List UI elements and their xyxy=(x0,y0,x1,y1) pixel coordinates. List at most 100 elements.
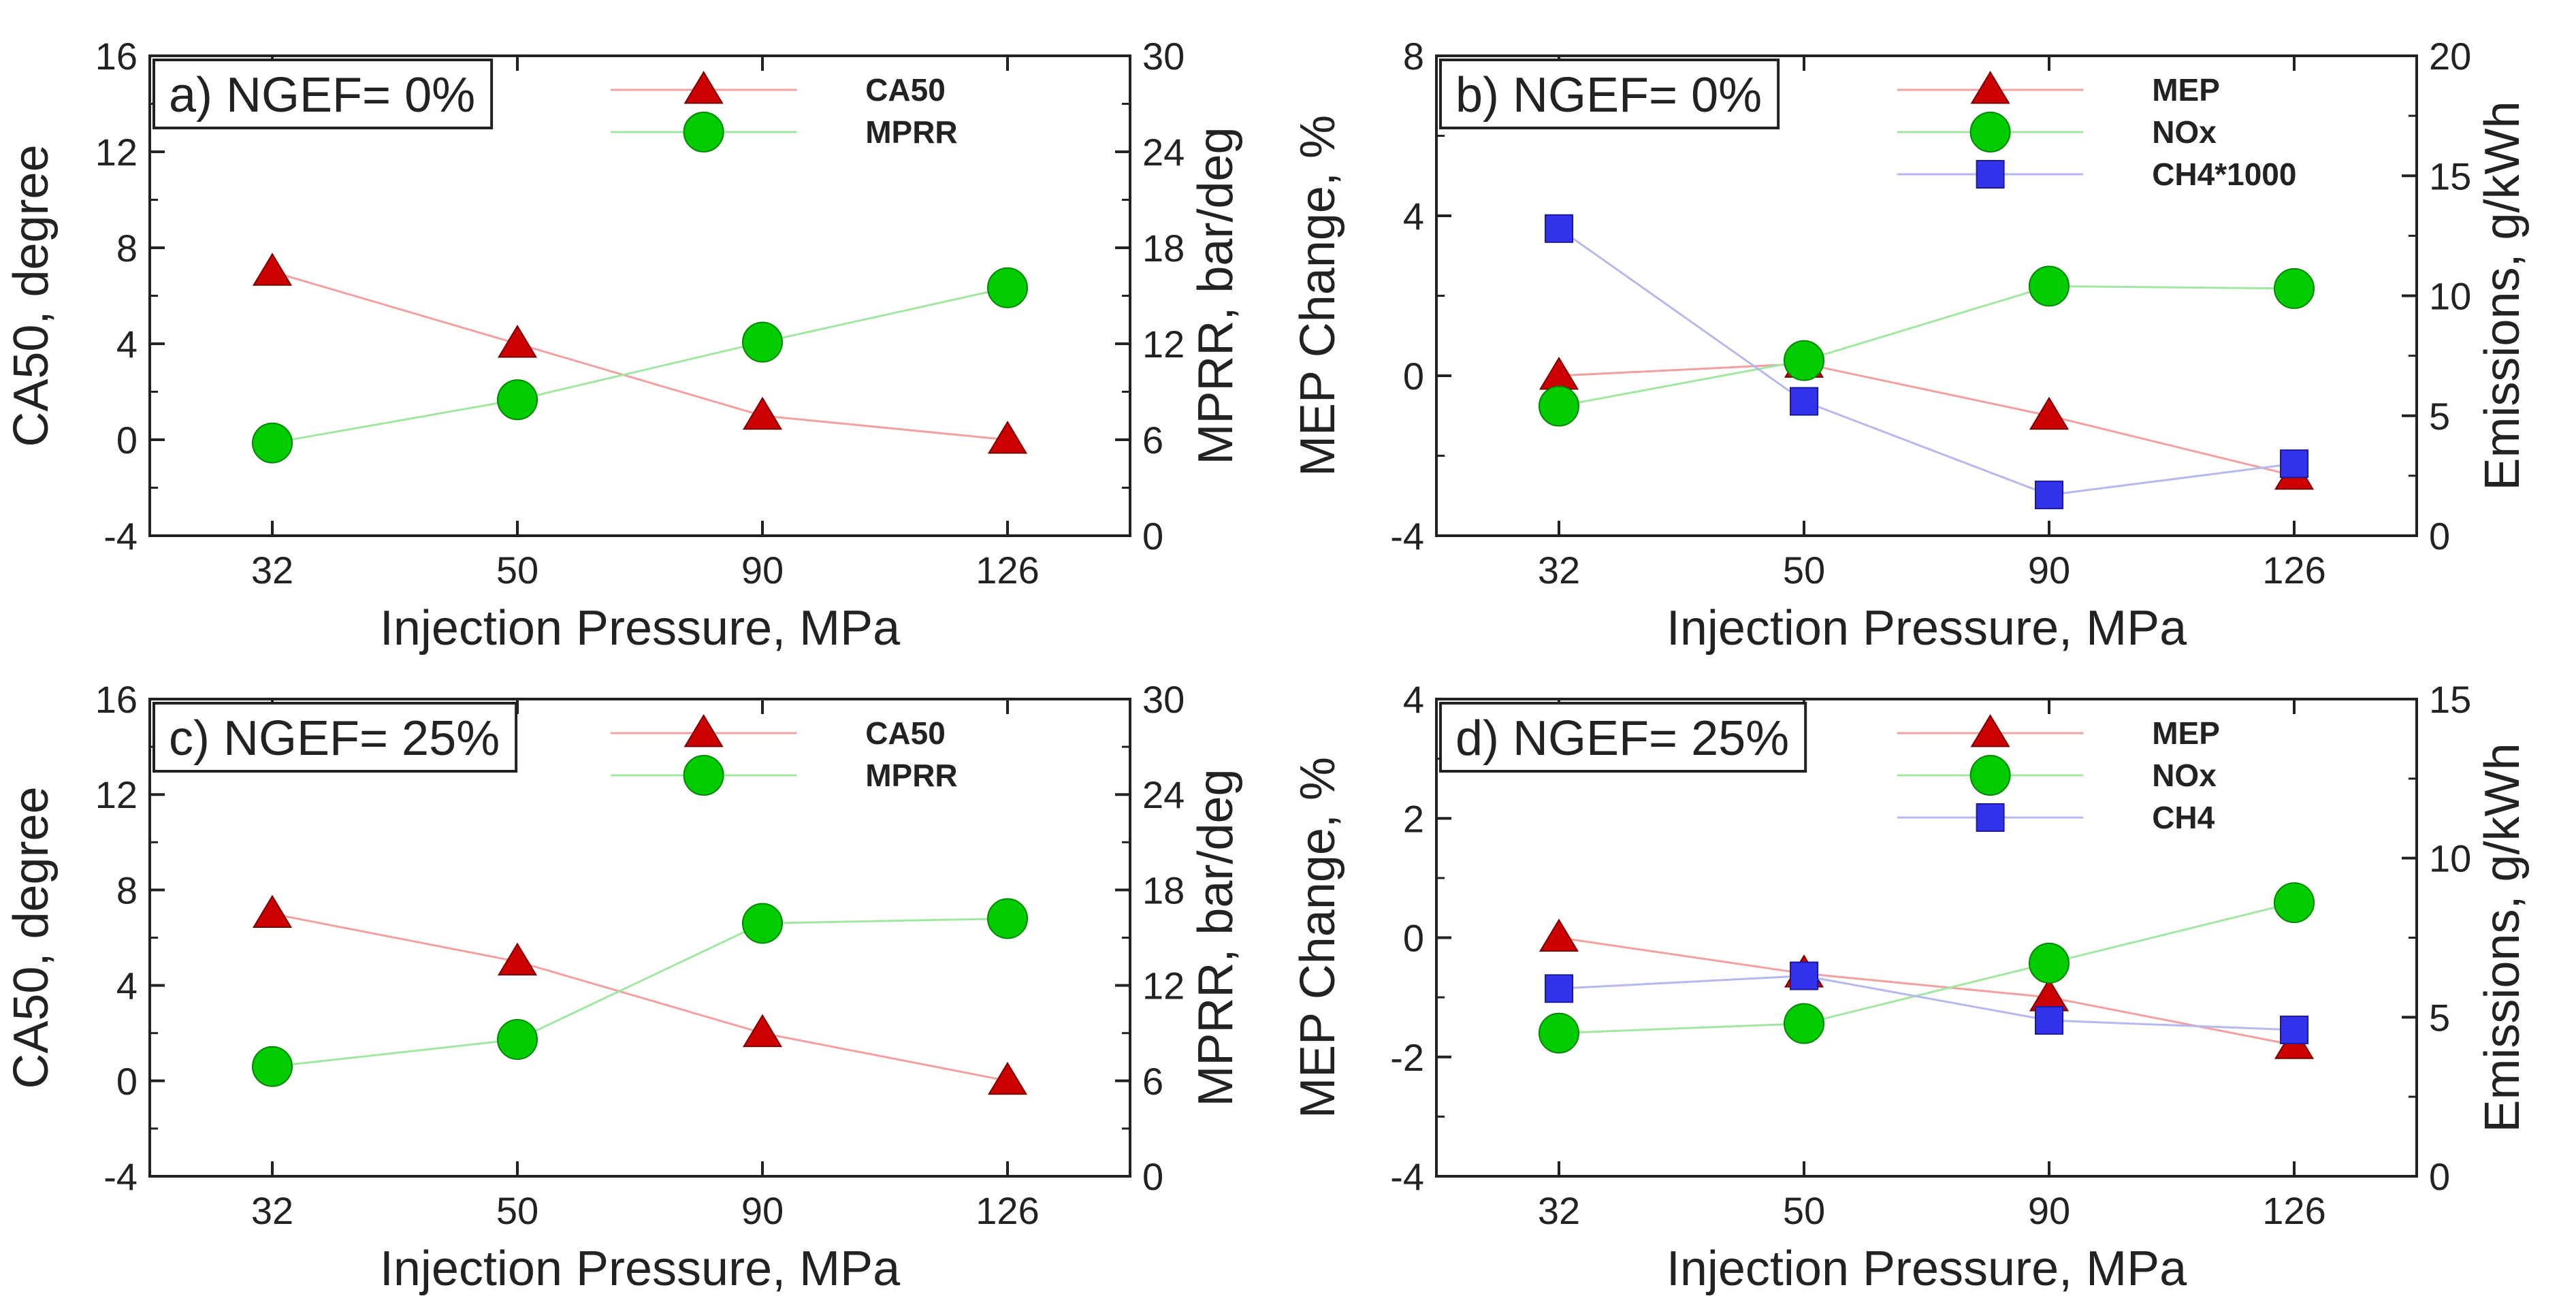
y-tick-label: 8 xyxy=(116,869,138,911)
data-point xyxy=(2280,449,2308,479)
panel-title-box xyxy=(1439,702,1807,773)
series-mep xyxy=(1539,344,2315,490)
chart-panel-a: 32 50 90 126 -4 0 4 8 12 16 0 6 12 18 24 30 Injection Pr… xyxy=(4,35,1243,656)
y2-tick-label: 15 xyxy=(2429,155,2471,197)
series-ch4 xyxy=(1545,961,2308,1045)
y2-tick-label: 18 xyxy=(1142,869,1185,911)
chart-panel-c: 32 50 90 126 -4 0 4 8 12 16 0 6 12 18 24 30 Injection Pr… xyxy=(4,678,1243,1296)
legend-marker xyxy=(1970,714,2010,747)
x-tick-label: 32 xyxy=(251,1189,293,1232)
legend-marker xyxy=(1970,71,2010,104)
data-point xyxy=(1790,387,1818,416)
y2-axis-label: MPRR, bar/deg xyxy=(1189,769,1243,1106)
y-tick-label: 4 xyxy=(116,965,138,1007)
data-point xyxy=(1545,214,1573,243)
y2-tick-label: 0 xyxy=(2429,515,2450,557)
y-tick-label: -2 xyxy=(1390,1036,1424,1079)
data-point xyxy=(742,1014,783,1048)
panel-title-text: c) NGEF= 25% xyxy=(169,711,500,766)
legend-label: CA50 xyxy=(865,715,946,751)
panel-title-box xyxy=(1439,59,1780,129)
data-point xyxy=(1539,1012,1579,1054)
chart-panel-b: 32 50 90 126 -4 0 4 8 0 5 10 15 20 Injection Pressure… xyxy=(1291,35,2530,656)
panel-title-box xyxy=(152,59,494,129)
legend: MEP NOx CH4 xyxy=(1897,714,2220,835)
data-point xyxy=(742,321,783,363)
legend-label: MPRR xyxy=(865,758,957,793)
data-point xyxy=(2274,268,2315,309)
y-tick-label: 2 xyxy=(1403,797,1424,840)
data-point xyxy=(742,903,783,944)
legend-marker xyxy=(1976,803,2005,832)
y-tick-label: 8 xyxy=(1403,35,1424,78)
y2-tick-label: 30 xyxy=(1142,35,1185,78)
y-axis-label: CA50, degree xyxy=(4,144,59,447)
data-point xyxy=(1539,357,1579,390)
legend: MEP NOx CH4*1000 xyxy=(1897,71,2296,192)
x-tick-label: 50 xyxy=(496,549,538,592)
x-tick-label: 32 xyxy=(251,549,293,592)
x-axis-label: Injection Pressure, MPa xyxy=(1667,1242,2187,1296)
data-point xyxy=(2029,942,2070,984)
data-point xyxy=(987,1061,1028,1095)
x-tick-label: 50 xyxy=(1783,1189,1825,1232)
y-axis-label: MEP Change, % xyxy=(1291,115,1345,476)
series-line xyxy=(1558,285,2295,408)
legend-marker xyxy=(683,71,724,104)
y-tick-label: -4 xyxy=(103,1155,138,1198)
legend-marker xyxy=(683,112,724,152)
panel-title-text: d) NGEF= 25% xyxy=(1455,711,1789,766)
legend: CA50 MPRR xyxy=(610,71,958,152)
legend-marker xyxy=(683,714,724,747)
data-point xyxy=(1790,961,1818,990)
data-point xyxy=(2035,1006,2063,1035)
data-point xyxy=(497,325,538,358)
y-tick-label: 4 xyxy=(1403,678,1424,721)
panel-title: a) NGEF= 0% xyxy=(152,59,494,129)
data-point xyxy=(1539,385,1579,427)
series-ca50 xyxy=(252,253,1028,454)
x-tick-label: 126 xyxy=(976,549,1039,592)
y-axis-label: CA50, degree xyxy=(4,786,59,1088)
legend-marker xyxy=(1976,160,2005,189)
y2-tick-label: 20 xyxy=(2429,35,2471,78)
data-point xyxy=(742,396,783,430)
series-nox xyxy=(1539,265,2315,427)
data-point xyxy=(1784,340,1824,381)
x-tick-label: 50 xyxy=(496,1189,538,1232)
y2-tick-label: 15 xyxy=(2429,678,2471,721)
y2-tick-label: 5 xyxy=(2429,996,2450,1039)
chart-panel-d: 32 50 90 126 -4 -2 0 2 4 0 5 10 15 Injection Pressure… xyxy=(1291,678,2530,1296)
panel-title: d) NGEF= 25% xyxy=(1439,702,1807,773)
x-axis-label: Injection Pressure, MPa xyxy=(380,601,901,656)
x-tick-label: 126 xyxy=(976,1189,1039,1232)
data-point xyxy=(1545,974,1573,1003)
series-nox xyxy=(1539,882,2315,1054)
y-tick-label: -4 xyxy=(1390,515,1424,557)
y-tick-label: 12 xyxy=(95,773,138,816)
data-point xyxy=(497,1019,538,1061)
legend-label: MPRR xyxy=(865,114,957,150)
x-tick-label: 126 xyxy=(2262,549,2325,592)
series-line xyxy=(272,287,1008,445)
y2-tick-label: 24 xyxy=(1142,131,1185,174)
legend: CA50 MPRR xyxy=(610,714,958,796)
series-line xyxy=(1558,975,2295,1031)
y2-axis-label: Emissions, g/kWh xyxy=(2475,743,2530,1132)
panel-title: c) NGEF= 25% xyxy=(152,702,518,773)
panel-title-box xyxy=(152,702,518,773)
data-point xyxy=(497,942,538,976)
y2-tick-label: 0 xyxy=(2429,1155,2450,1198)
x-axis-label: Injection Pressure, MPa xyxy=(1667,601,2187,656)
x-tick-label: 90 xyxy=(741,1189,784,1232)
data-point xyxy=(2029,396,2070,430)
legend-label: NOx xyxy=(2152,758,2217,793)
y-tick-label: 16 xyxy=(95,678,138,721)
series-line xyxy=(1558,901,2295,1035)
x-tick-label: 32 xyxy=(1538,1189,1580,1232)
y2-tick-label: 30 xyxy=(1142,678,1185,721)
y2-tick-label: 18 xyxy=(1142,227,1185,270)
x-tick-label: 126 xyxy=(2262,1189,2325,1232)
y2-tick-label: 24 xyxy=(1142,773,1185,816)
y2-tick-label: 6 xyxy=(1142,419,1163,462)
